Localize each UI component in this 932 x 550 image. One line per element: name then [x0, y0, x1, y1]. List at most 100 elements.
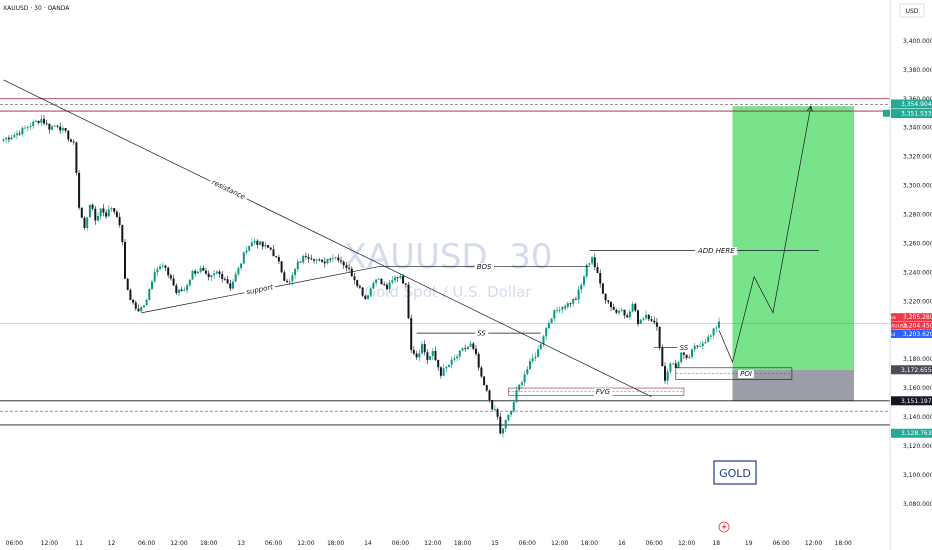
candle-body [64, 128, 67, 131]
candle [591, 255, 594, 266]
candle [34, 119, 37, 123]
candle [215, 270, 218, 275]
y-tick-label: 3,320.000 [903, 154, 932, 161]
candle-body [696, 345, 699, 347]
resistance-label-bg [208, 177, 249, 203]
candle [626, 313, 629, 319]
candle-body [475, 348, 477, 354]
candle-body [43, 119, 45, 124]
candle-body [248, 246, 251, 251]
candle [664, 362, 666, 384]
candle-body [391, 280, 394, 283]
candle-body [645, 314, 648, 319]
currency-button[interactable] [899, 3, 925, 18]
candle-body [423, 344, 426, 353]
y-tick-label: 3,080.000 [903, 501, 932, 508]
candle [353, 272, 356, 285]
candle [464, 344, 467, 352]
x-tick-label: 12:00 [41, 540, 58, 547]
candle [161, 262, 164, 269]
candle-body [253, 240, 256, 243]
projection-arrowhead [806, 105, 813, 112]
candle [186, 283, 189, 294]
candle [418, 349, 421, 362]
candle [94, 205, 97, 225]
candle-body [628, 311, 631, 318]
candle [574, 296, 577, 300]
candle [167, 266, 170, 278]
candle-body [358, 286, 361, 288]
y-tick-label: 3,180.000 [903, 356, 932, 363]
candle-body [572, 298, 575, 304]
add-here-label: ADD HERE [697, 247, 735, 255]
candle-body [601, 283, 604, 294]
candle-body [302, 255, 305, 263]
candle [29, 122, 32, 130]
candle [64, 127, 67, 133]
candle [512, 399, 515, 414]
candle [537, 345, 540, 358]
candle-body [75, 142, 78, 173]
candle-body [261, 241, 264, 247]
candle [429, 355, 432, 361]
candle-body [102, 208, 105, 213]
candle [647, 314, 650, 322]
candle [412, 346, 415, 356]
candle-body [205, 270, 207, 274]
candle [483, 376, 486, 386]
candle-body [313, 259, 315, 261]
gold-note-box[interactable] [713, 460, 757, 485]
candle-body [618, 310, 621, 313]
candle [310, 254, 313, 261]
candle-body [105, 212, 108, 217]
y-tick-label: 3,100.000 [903, 472, 932, 479]
candle [542, 334, 545, 347]
candle-body [396, 277, 399, 279]
x-tick-label: 16 [618, 540, 626, 547]
candle [421, 340, 423, 355]
lightning-icon[interactable] [718, 521, 730, 533]
candle-body [677, 362, 680, 368]
candle [704, 339, 707, 344]
candle [669, 362, 672, 374]
candle-body [45, 123, 48, 125]
candle [450, 356, 453, 369]
candle-body [288, 281, 291, 283]
candle-body [194, 270, 197, 274]
candle [653, 316, 656, 325]
candle-body [191, 270, 194, 280]
candle [105, 209, 108, 219]
candle-body [491, 399, 494, 410]
candle [86, 217, 89, 231]
candle [583, 274, 585, 288]
candle [666, 368, 669, 385]
candle-body [48, 123, 51, 130]
candle [691, 348, 693, 359]
x-tick-label: 13 [237, 540, 245, 547]
candle-body [634, 303, 637, 311]
candle [604, 293, 607, 304]
candle-body [701, 343, 704, 347]
candle-body [385, 284, 388, 290]
candle-body [437, 359, 440, 368]
candle [396, 276, 399, 282]
candle-body [661, 347, 664, 367]
candle-body [67, 130, 70, 140]
candle [118, 212, 121, 228]
candle [45, 119, 48, 126]
candle [237, 266, 240, 276]
candle-body [688, 356, 691, 358]
candle-body [350, 268, 353, 277]
candle [140, 305, 143, 312]
candle [48, 123, 51, 134]
candle-body [207, 273, 210, 278]
candle [612, 303, 615, 311]
candle-body [202, 267, 205, 271]
candle [383, 281, 386, 287]
bid-price-label: 3,203.620 [903, 331, 932, 338]
candle-body [172, 278, 175, 286]
y-tick-label: 3,280.000 [903, 211, 932, 218]
candle [372, 280, 375, 290]
candle-body [515, 390, 518, 403]
